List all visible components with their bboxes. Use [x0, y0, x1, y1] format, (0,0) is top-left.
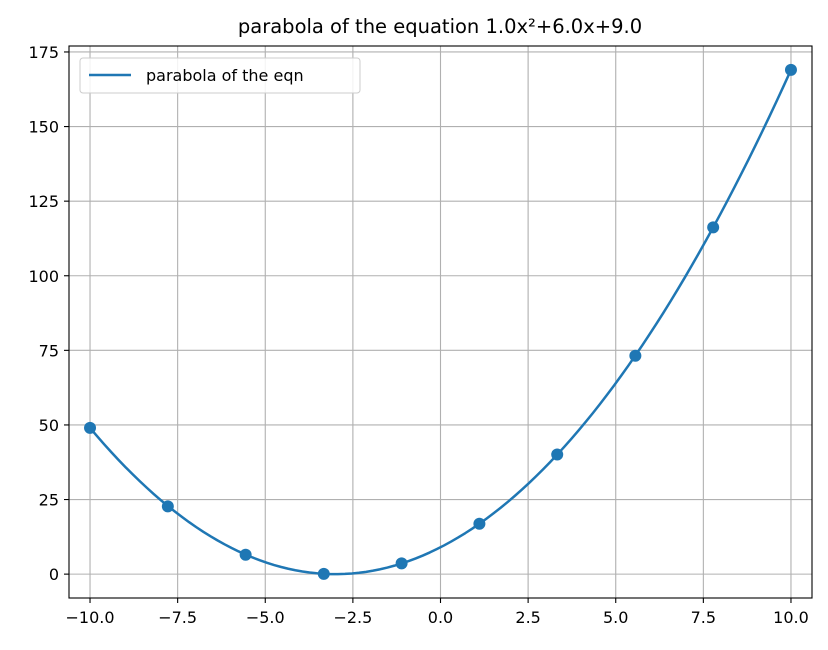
x-tick-label: 0.0	[428, 608, 453, 627]
grid	[69, 46, 812, 598]
y-tick-label: 150	[28, 118, 59, 137]
data-point-marker	[784, 63, 797, 76]
y-tick-label: 125	[28, 192, 59, 211]
parabola-line	[88, 68, 793, 576]
x-tick-label: −5.0	[246, 608, 285, 627]
data-point-marker	[473, 517, 486, 530]
x-tick-label: −2.5	[333, 608, 372, 627]
axis-ticks: −10.0 −7.5 −5.0 −2.5 0.0 2.5 5.0 7.5 10.0 0 25 50 75…	[28, 43, 808, 627]
x-tick-label: −7.5	[158, 608, 197, 627]
data-point-marker	[551, 448, 564, 461]
y-tick-label: 25	[39, 491, 59, 510]
y-tick-label: 0	[49, 565, 59, 584]
x-tick-label: 10.0	[773, 608, 809, 627]
data-point-marker	[239, 548, 252, 561]
y-tick-label: 75	[39, 341, 59, 360]
y-tick-label: 50	[39, 416, 59, 435]
chart-title: parabola of the equation 1.0x²+6.0x+9.0	[238, 15, 642, 38]
data-point-marker	[317, 567, 330, 580]
x-tick-label: 2.5	[515, 608, 540, 627]
x-tick-label: 7.5	[691, 608, 716, 627]
y-tick-label: 100	[28, 267, 59, 286]
data-point-marker	[629, 349, 642, 362]
y-tick-label: 175	[28, 43, 59, 62]
data-point-marker	[395, 557, 408, 570]
data-point-marker	[707, 221, 720, 234]
x-tick-label: −10.0	[66, 608, 115, 627]
data-point-marker	[161, 500, 174, 513]
data-point-marker	[84, 421, 97, 434]
legend-label: parabola of the eqn	[146, 66, 304, 85]
x-tick-label: 5.0	[603, 608, 628, 627]
series-layer	[84, 63, 797, 580]
legend-box	[79, 57, 361, 94]
legend: parabola of the eqn	[79, 57, 361, 94]
